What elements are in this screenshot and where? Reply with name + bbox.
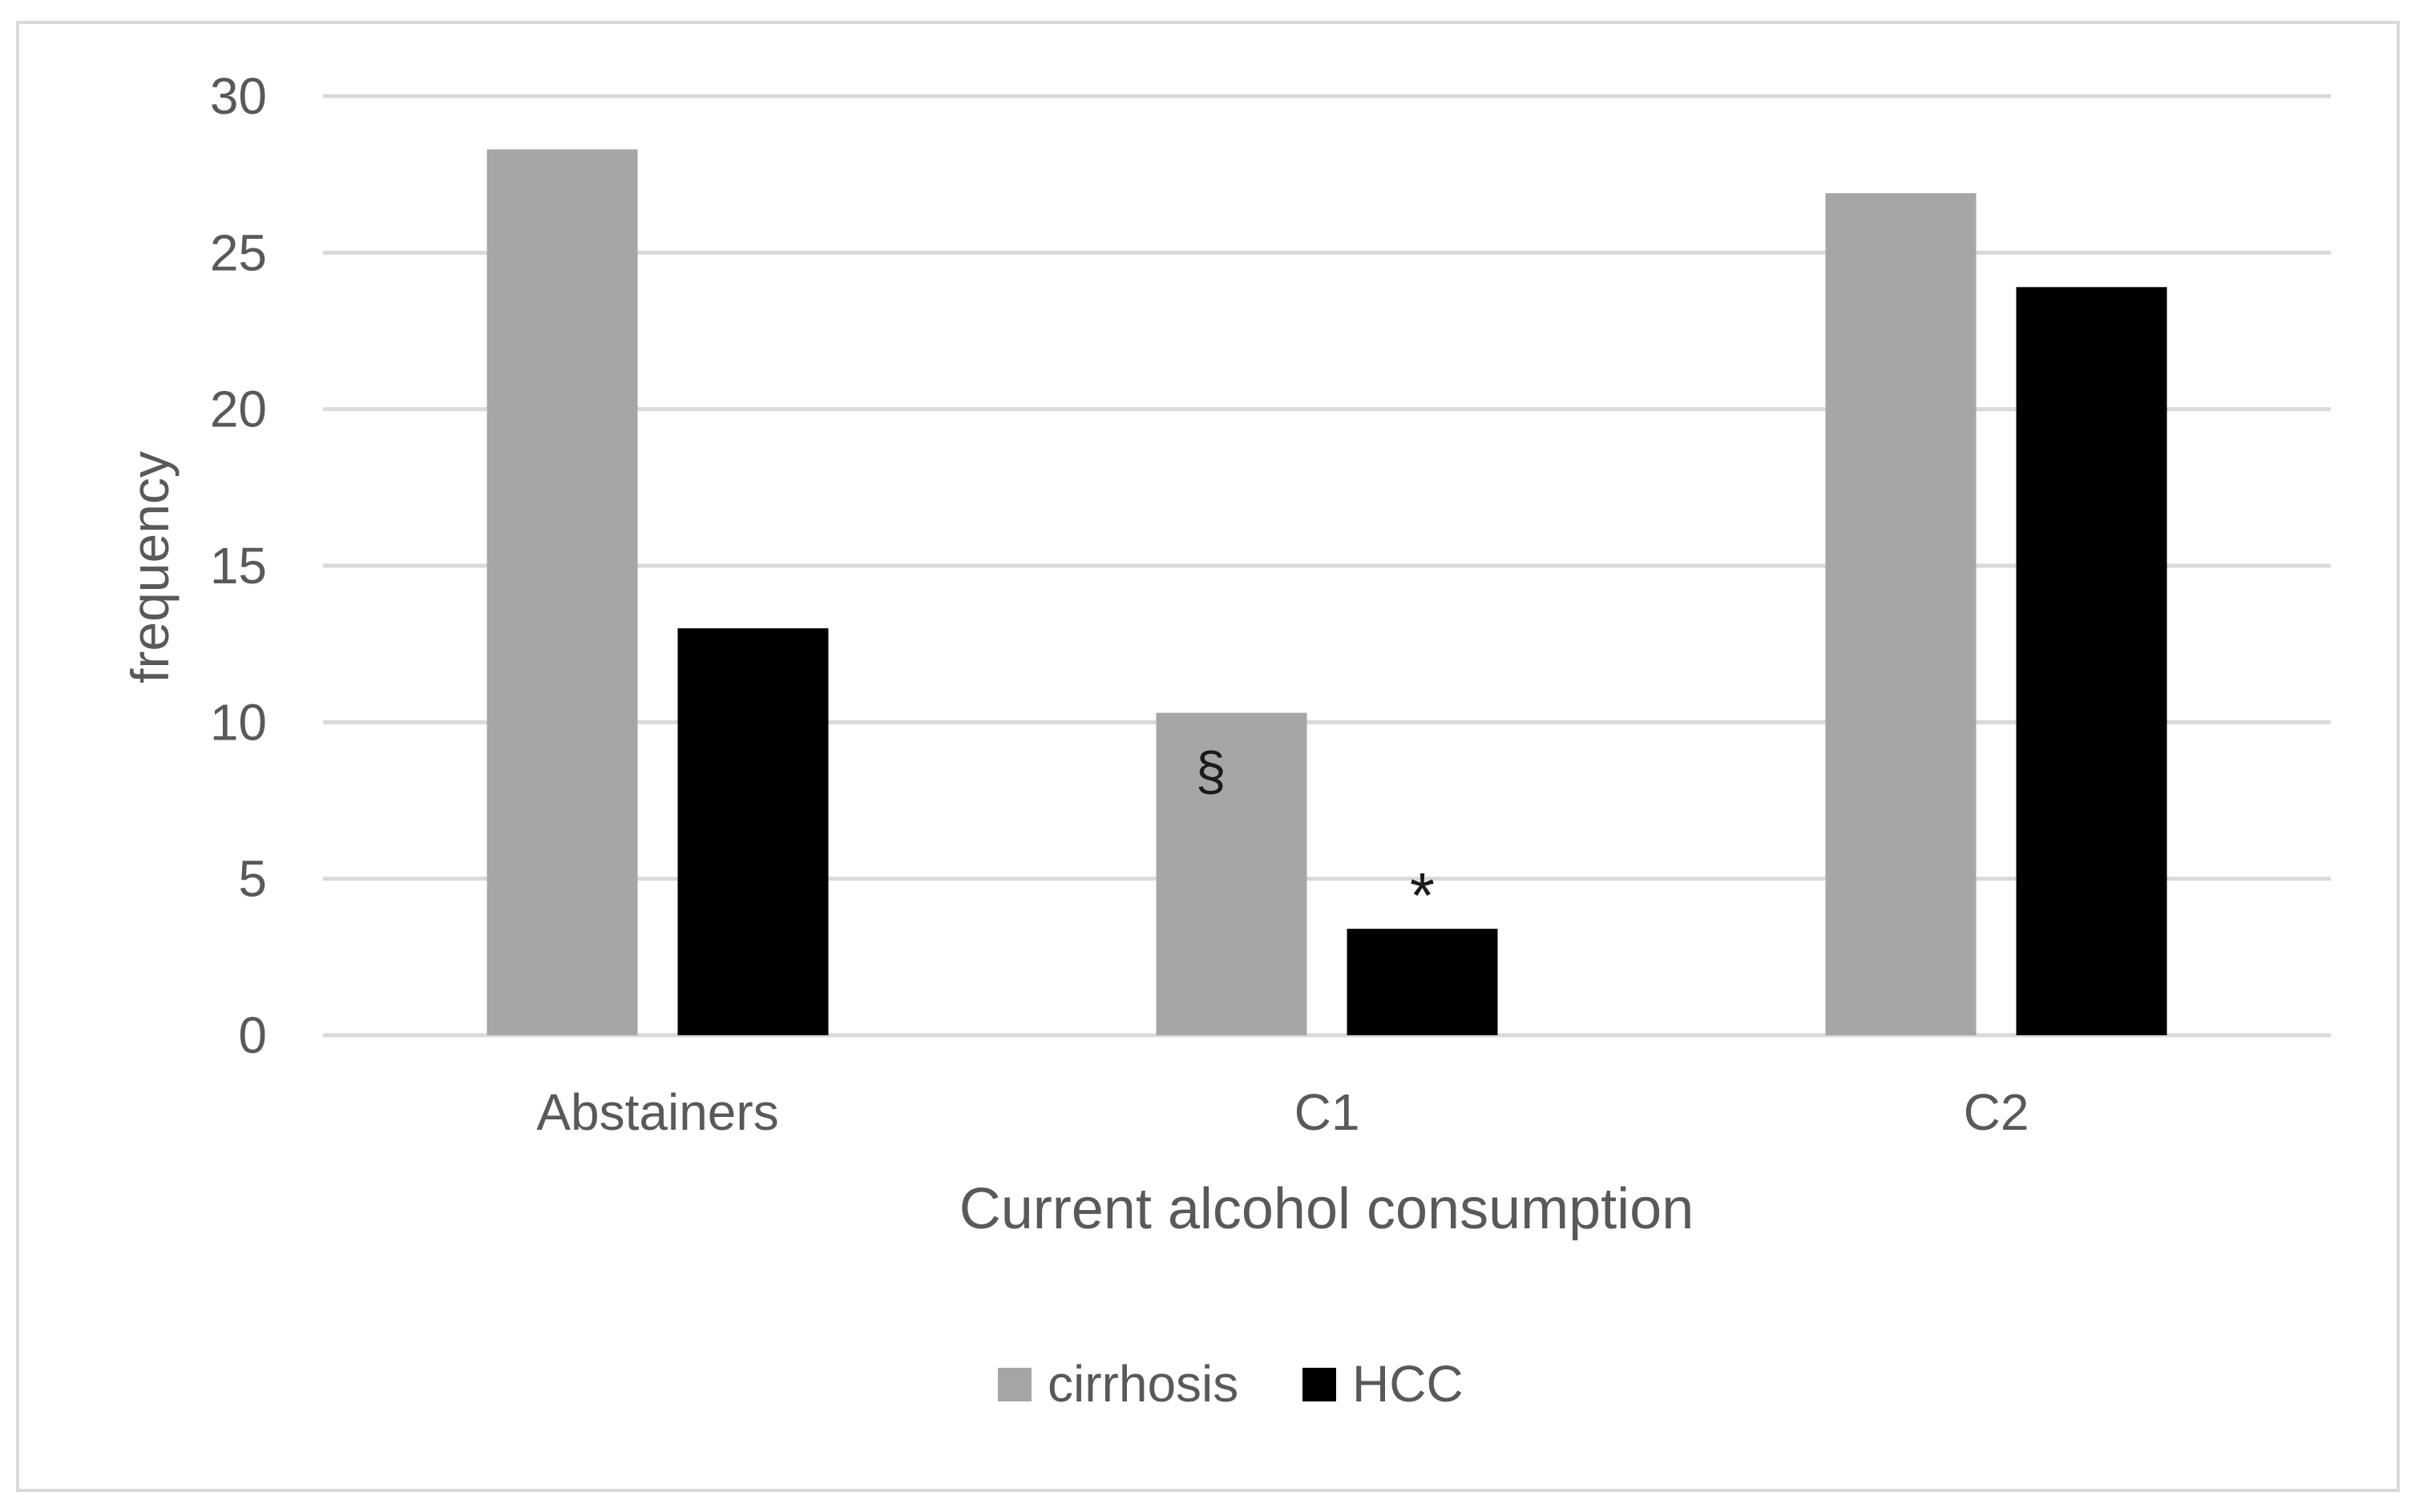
- annotations: §*: [1196, 741, 1435, 932]
- legend-swatch-cirrhosis: [998, 1368, 1032, 1401]
- bar-hcc-c1: [1347, 929, 1498, 1035]
- x-tick-label: Abstainers: [536, 1083, 778, 1141]
- legend: cirrhosis HCC: [998, 1355, 1464, 1413]
- gridlines: [323, 94, 2331, 1038]
- legend-swatch-hcc: [1302, 1368, 1336, 1401]
- y-tick-labels: 0 5 10 15 20 25 30: [210, 67, 267, 1064]
- x-tick-labels: Abstainers C1 C2: [536, 1083, 2029, 1141]
- x-tick-label: C1: [1294, 1083, 1360, 1141]
- y-tick-label: 10: [210, 693, 267, 751]
- bars: [487, 149, 2167, 1036]
- bar-hcc-c2: [2016, 287, 2167, 1036]
- y-tick-label: 5: [238, 850, 267, 908]
- legend-label-hcc: HCC: [1352, 1355, 1464, 1413]
- y-tick-label: 20: [210, 381, 267, 438]
- x-tick-label: C2: [1964, 1083, 2029, 1141]
- y-tick-label: 0: [238, 1006, 267, 1064]
- bar-cirrhosis-c2: [1825, 193, 1977, 1035]
- annotation-mark: §: [1196, 741, 1226, 802]
- y-tick-label: 15: [210, 537, 267, 595]
- y-tick-label: 25: [210, 224, 267, 281]
- bar-hcc-abstainers: [677, 628, 829, 1035]
- annotation-mark: *: [1410, 860, 1435, 931]
- x-axis-label: Current alcohol consumption: [959, 1177, 1694, 1241]
- legend-label-cirrhosis: cirrhosis: [1048, 1355, 1238, 1413]
- bar-cirrhosis-c1: [1156, 712, 1307, 1035]
- y-tick-label: 30: [210, 67, 267, 125]
- bar-cirrhosis-abstainers: [487, 149, 638, 1035]
- y-axis-label: frequency: [120, 451, 180, 683]
